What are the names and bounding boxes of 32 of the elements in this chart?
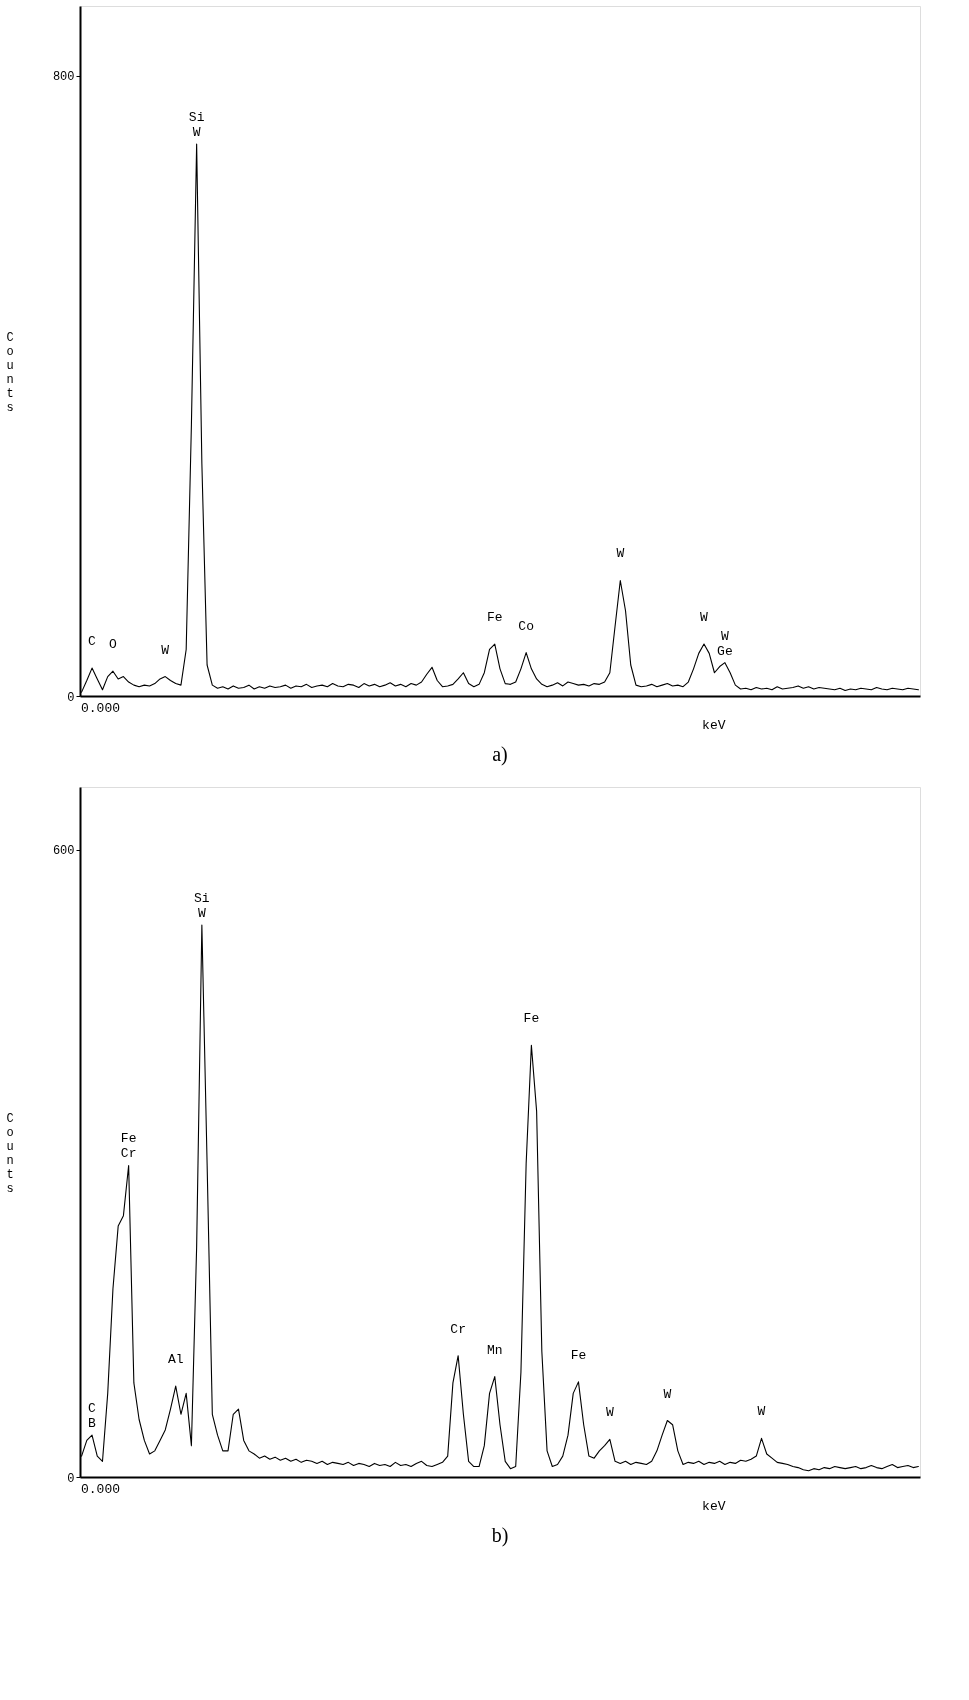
data-label: W	[605, 1405, 614, 1421]
data-label: Si W	[188, 110, 205, 140]
data-label: W	[616, 546, 625, 562]
text: b)	[491, 1524, 509, 1547]
data-label: W	[663, 1386, 672, 1402]
data-label: W	[757, 1404, 766, 1420]
data-label: Cr	[450, 1321, 466, 1337]
data-label: Fe Cr	[120, 1131, 137, 1162]
y-tick-label: 0	[67, 1471, 75, 1486]
text: 0.000	[81, 701, 121, 716]
data-label: Fe	[570, 1347, 587, 1363]
data-label: Si W	[194, 891, 210, 921]
data-label: W	[700, 610, 709, 626]
x-axis-title: keV	[702, 717, 726, 733]
data-label: C	[88, 634, 97, 650]
data-label: Mn	[486, 1342, 503, 1358]
data-label: W	[161, 642, 170, 658]
y-tick-label: 600	[52, 844, 75, 859]
data-label: O	[109, 637, 118, 653]
data-label: Al	[167, 1352, 184, 1368]
text: a)	[492, 743, 508, 766]
y-tick-label: 800	[52, 70, 75, 85]
data-label: Co	[518, 618, 534, 634]
data-label: W Ge	[717, 628, 733, 659]
data-label: Fe	[486, 610, 503, 626]
text: 0.000	[81, 1482, 121, 1497]
y-tick-label: 0	[67, 690, 75, 705]
x-axis-title: keV	[702, 1498, 726, 1514]
y-axis-title: Counts	[6, 1112, 14, 1197]
data-label: C B	[88, 1401, 97, 1432]
data-label: Fe	[523, 1011, 540, 1027]
y-axis-title: Counts	[6, 331, 14, 416]
